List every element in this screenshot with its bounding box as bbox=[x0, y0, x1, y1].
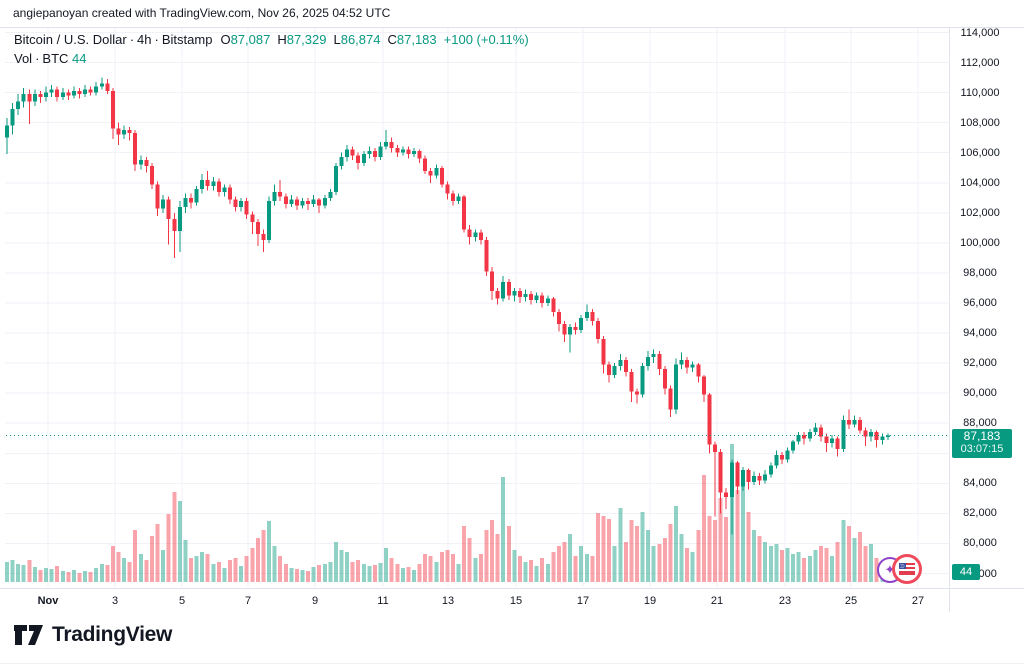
price-axis-label: 90,000 bbox=[963, 387, 997, 400]
symbol-row[interactable]: Bitcoin / U.S. Dollar · 4h · Bitstamp O87,087… bbox=[14, 32, 529, 47]
time-axis-label: 11 bbox=[377, 595, 389, 607]
time-axis-label: 15 bbox=[509, 595, 523, 607]
time-axis-label: Nov bbox=[37, 595, 59, 607]
price-axis-label: 84,000 bbox=[963, 477, 997, 490]
symbol-title[interactable]: Bitcoin / U.S. Dollar bbox=[14, 32, 127, 47]
attribution-text: angiepanoyan created with TradingView.co… bbox=[13, 6, 391, 20]
open-label: O bbox=[220, 32, 231, 47]
price-axis-label: 92,000 bbox=[963, 357, 997, 370]
sparkle-glyph: ✦ bbox=[884, 562, 896, 577]
us-flag-graphic bbox=[899, 563, 915, 575]
price-axis-label: 100,000 bbox=[960, 236, 1000, 249]
last-price-value: 87,183 bbox=[963, 429, 1001, 443]
price-axis-label: 104,000 bbox=[960, 176, 1000, 189]
time-axis-label: 19 bbox=[643, 595, 657, 607]
legend-separator: · bbox=[154, 32, 159, 47]
volume-unit: BTC bbox=[42, 51, 69, 66]
interval-label[interactable]: 4h bbox=[137, 32, 152, 47]
last-price-badge: 87,183 03:07:15 bbox=[952, 429, 1012, 458]
time-axis-label: 5 bbox=[178, 595, 186, 607]
legend-separator: · bbox=[129, 32, 135, 47]
time-axis-label: 27 bbox=[911, 595, 925, 607]
time-axis-label: 3 bbox=[111, 595, 119, 607]
price-axis-label: 80,000 bbox=[963, 537, 997, 550]
open-value: 87,087 bbox=[230, 32, 271, 47]
volume-value: 44 bbox=[72, 51, 87, 66]
volume-axis-badge: 44 bbox=[952, 564, 980, 580]
legend: Bitcoin / U.S. Dollar · 4h · Bitstamp O87,087… bbox=[14, 32, 529, 66]
price-axis-label: 102,000 bbox=[960, 206, 1000, 219]
tradingview-logo[interactable]: TradingView bbox=[14, 623, 172, 647]
price-axis-label: 82,000 bbox=[963, 507, 997, 520]
candlesticks bbox=[5, 77, 890, 535]
volume-bars bbox=[5, 444, 890, 582]
time-axis-label: 21 bbox=[710, 595, 724, 607]
tradingview-logo-icon bbox=[14, 624, 43, 645]
time-axis-label: 13 bbox=[441, 595, 455, 607]
time-axis-label: 25 bbox=[844, 595, 858, 607]
volume-row[interactable]: Vol · BTC 44 bbox=[14, 51, 529, 66]
time-axis-label: 9 bbox=[311, 595, 319, 607]
price-axis-label: 88,000 bbox=[963, 417, 997, 430]
tradingview-logo-text: TradingView bbox=[52, 623, 173, 646]
change-value: +100 (+0.11%) bbox=[443, 32, 529, 47]
low-value: 86,874 bbox=[340, 32, 381, 47]
pane-top-divider bbox=[0, 27, 1024, 28]
ohlc-values: O87,087 H87,329 L86,874 C87,183 +100 (+0.11%… bbox=[220, 32, 528, 47]
price-axis-label: 98,000 bbox=[963, 266, 997, 279]
time-axis-label: 7 bbox=[244, 595, 252, 607]
time-axis-label: 23 bbox=[778, 595, 792, 607]
us-flag-event-icon[interactable] bbox=[892, 554, 922, 584]
volume-label: Vol bbox=[14, 51, 33, 66]
close-value: 87,183 bbox=[396, 32, 437, 47]
close-label: C bbox=[387, 32, 397, 47]
price-axis-label: 110,000 bbox=[960, 86, 1000, 99]
price-axis-label: 106,000 bbox=[960, 146, 1000, 159]
high-value: 87,329 bbox=[286, 32, 327, 47]
price-axis-label: 96,000 bbox=[963, 297, 997, 309]
price-axis-label: 94,000 bbox=[963, 327, 997, 340]
high-label: H bbox=[277, 32, 287, 47]
price-axis-label: 114,000 bbox=[960, 26, 1000, 39]
volume-separator: · bbox=[35, 51, 40, 66]
exchange-label[interactable]: Bitstamp bbox=[161, 32, 213, 47]
price-axis-label: 112,000 bbox=[960, 56, 1000, 69]
bar-countdown: 03:07:15 bbox=[960, 443, 1004, 455]
time-axis-divider bbox=[0, 588, 1024, 589]
bottom-edge-line bbox=[0, 663, 1024, 664]
gridlines bbox=[5, 28, 949, 587]
price-axis-divider bbox=[949, 27, 950, 612]
time-axis-label: 17 bbox=[576, 595, 590, 607]
low-label: L bbox=[333, 32, 341, 47]
price-axis-label: 108,000 bbox=[960, 116, 1000, 129]
